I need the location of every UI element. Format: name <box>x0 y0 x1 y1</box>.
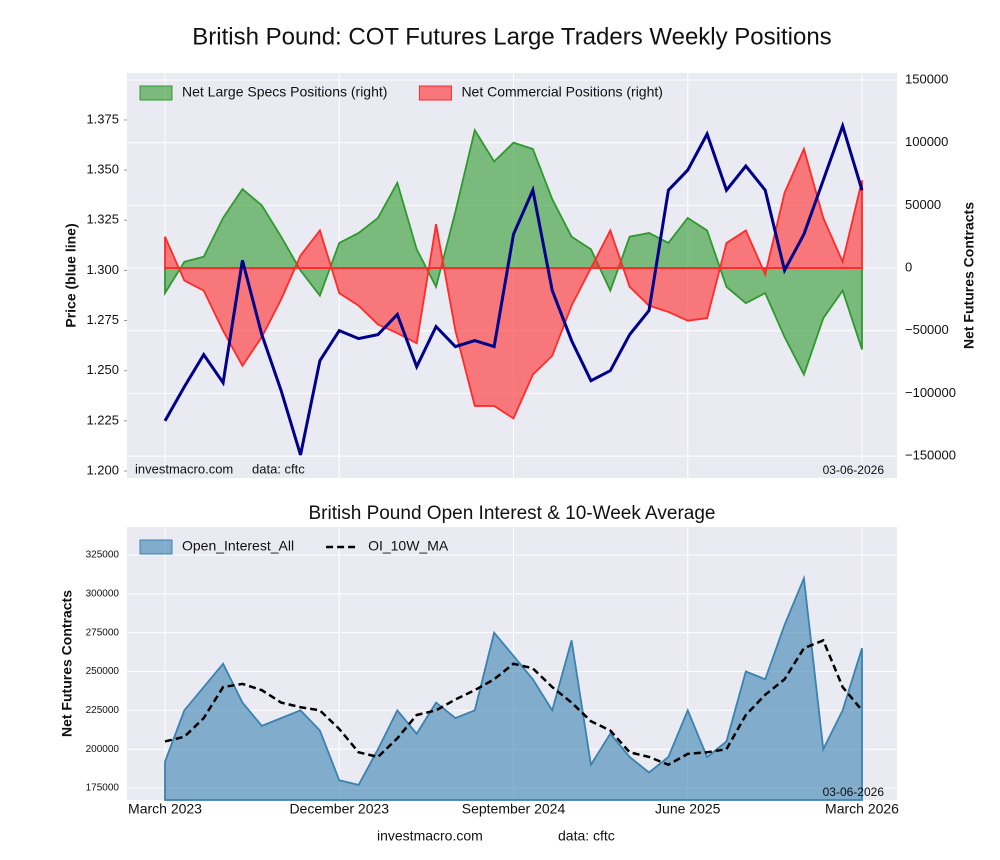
chart-title: British Pound Open Interest & 10-Week Av… <box>309 503 716 524</box>
y-tick-label: 250000 <box>86 666 120 677</box>
y-tick-label: 1.225 <box>86 412 119 427</box>
y-tick-label: 1.350 <box>86 162 119 177</box>
y2-tick-label: −150000 <box>905 448 956 463</box>
date-note: 03-06-2026 <box>823 463 885 477</box>
y-tick-label: 325000 <box>86 550 120 561</box>
y-tick-label: 175000 <box>86 783 120 794</box>
x-tick-label: March 2026 <box>825 801 899 817</box>
y2-tick-label: 100000 <box>905 134 948 149</box>
y-tick-label: 275000 <box>86 627 120 638</box>
legend-swatch <box>139 539 173 555</box>
y2-tick-label: −100000 <box>905 385 956 400</box>
y-tick-label: 200000 <box>86 744 120 755</box>
y-tick-label: 1.300 <box>86 262 119 277</box>
line <box>163 121 864 456</box>
panel: 175000 200000 225000 250000 275000 300000 3250… <box>59 503 899 817</box>
y-tick-label: 1.200 <box>86 462 119 477</box>
y2-axis-label: Net Futures Contracts <box>961 202 977 349</box>
x-tick-label: June 2025 <box>655 801 721 817</box>
y-tick-label: 1.275 <box>86 312 119 327</box>
legend-label: OI_10W_MA <box>368 538 449 554</box>
legend-label: Net Commercial Positions (right) <box>461 84 663 100</box>
legend-swatch <box>418 85 452 101</box>
date-note: 03-06-2026 <box>823 785 885 799</box>
y-axis-label: Price (blue line) <box>63 223 79 327</box>
x-tick-label: September 2024 <box>462 801 566 817</box>
line <box>164 638 863 767</box>
legend-label: Open_Interest_All <box>182 538 294 554</box>
y-tick-label: 225000 <box>86 705 120 716</box>
legend-label: Net Large Specs Positions (right) <box>182 84 387 100</box>
x-tick-label: March 2023 <box>128 801 202 817</box>
data-note: data: cftc <box>252 461 305 476</box>
y2-tick-label: 50000 <box>905 197 941 212</box>
footer-source: investmacro.com <box>377 828 483 844</box>
source-note: investmacro.com <box>135 461 233 476</box>
y-tick-label: 1.375 <box>86 111 119 126</box>
y2-tick-label: −50000 <box>905 322 949 337</box>
y2-tick-label: 0 <box>905 259 912 274</box>
y-tick-label: 1.325 <box>86 212 119 227</box>
area <box>164 127 863 377</box>
legend-swatch <box>139 85 173 101</box>
y-tick-label: 1.250 <box>86 362 119 377</box>
y2-tick-label: 150000 <box>905 71 948 86</box>
x-tick-label: December 2023 <box>289 801 389 817</box>
footer-data-note: data: cftc <box>558 828 615 844</box>
y-tick-label: 300000 <box>86 588 120 599</box>
area <box>164 574 863 801</box>
y-axis-label: Net Futures Contracts <box>59 590 75 737</box>
panel: 1.200 1.225 1.250 1.275 1.300 1.325 1.350 1.375… <box>63 71 977 478</box>
page-title: British Pound: COT Futures Large Traders… <box>192 23 831 50</box>
